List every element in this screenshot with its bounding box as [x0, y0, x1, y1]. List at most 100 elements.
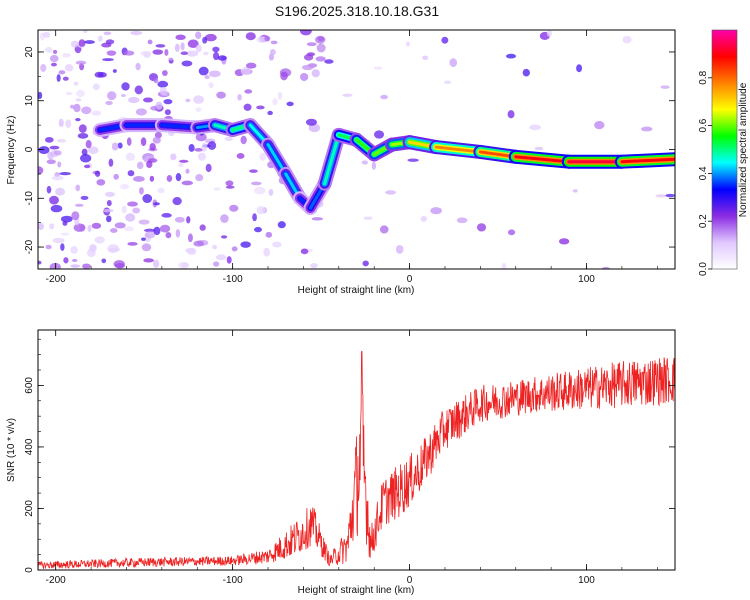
spectrogram-speckle: [476, 223, 487, 232]
spectrogram-speckle: [53, 150, 62, 156]
spectrogram-speckle: [660, 85, 670, 89]
spectrogram-speckle: [38, 91, 43, 100]
spectrogram-speckle: [75, 98, 82, 102]
spectrogram-speckle: [193, 95, 205, 104]
spectrogram-speckle: [157, 80, 169, 88]
snr-xlabel: Height of straight line (km): [298, 585, 415, 596]
spectrogram-speckle: [106, 50, 117, 56]
spectrogram-speckle: [105, 215, 112, 223]
spectrogram-speckle: [75, 60, 87, 65]
spectrogram-speckle: [420, 215, 428, 222]
spectrogram-speckle: [152, 259, 160, 268]
spectrogram-speckle: [49, 195, 59, 205]
spectrogram-speckle: [641, 126, 653, 132]
spectrogram-speckle: [301, 64, 314, 71]
spectrogram-speckle: [236, 153, 245, 159]
spectrogram-speckle: [188, 143, 195, 152]
spectrogram-speckle: [277, 221, 286, 229]
spectrogram-speckle: [449, 58, 458, 68]
spectrogram-speckle: [60, 243, 65, 251]
spectrogram-speckle: [123, 50, 135, 56]
spectrogram-speckle: [215, 254, 227, 261]
snr-ylabel: SNR (10 * v/v): [6, 418, 17, 482]
spectrogram-speckle: [127, 201, 138, 207]
spectrogram-ridge-segment: [323, 133, 341, 186]
spectrogram-ridge: [92, 118, 675, 216]
snr-series-line: [38, 351, 675, 569]
spectrogram-speckle: [237, 93, 242, 101]
spectrogram-speckle: [224, 136, 233, 142]
spectrogram-speckle: [49, 262, 61, 269]
spectrogram-speckle: [85, 140, 92, 149]
spectrogram-speckle: [264, 35, 271, 42]
spectrogram-speckle: [143, 228, 156, 233]
spectrogram-speckle: [576, 64, 583, 73]
spectrogram-speckle: [52, 49, 58, 55]
spectrogram-speckle: [140, 137, 147, 147]
spectrogram-speckle: [161, 213, 172, 218]
spectrogram-speckle: [87, 224, 92, 232]
spectrogram-speckle: [42, 31, 51, 38]
spectrogram-speckle: [134, 85, 143, 95]
spectrogram-speckle: [256, 105, 265, 110]
spectrogram-speckle: [220, 235, 228, 239]
spectrogram-speckle: [270, 49, 276, 56]
spectrogram-speckle: [146, 160, 153, 169]
spectrogram-speckle: [62, 52, 71, 58]
spectrogram-speckle: [243, 103, 252, 111]
spectrogram-speckle: [187, 233, 193, 243]
spectrogram-speckle: [82, 263, 91, 269]
spectrogram-speckle: [49, 54, 59, 63]
spectrogram-speckle: [75, 184, 81, 192]
spectrogram-speckle: [152, 49, 164, 55]
spectrogram-speckle: [395, 245, 404, 254]
spectrogram-speckle: [363, 216, 373, 220]
x-tick-label: -100: [223, 274, 243, 285]
spectrogram-speckle: [195, 173, 204, 182]
spectrogram-speckle: [135, 62, 141, 71]
spectrogram-speckle: [47, 151, 54, 160]
spectrogram-speckle: [245, 62, 257, 69]
spectrogram-speckle: [185, 98, 191, 103]
spectrogram-speckle: [120, 183, 129, 190]
spectrogram-speckle: [594, 121, 605, 130]
y-tick-label: 400: [24, 438, 35, 455]
spectrogram-speckle: [139, 187, 144, 195]
colorbar-ticks: 0.0 0.2 0.4 0.6 0.8: [698, 70, 712, 276]
spectrogram-speckle: [141, 237, 146, 241]
y-tick-label: -20: [24, 239, 35, 254]
spectrogram-speckle: [172, 197, 182, 206]
spectrogram-speckle: [252, 213, 257, 222]
spectrogram-speckle: [212, 244, 218, 250]
spectrogram-speckle: [280, 71, 288, 81]
spectrogram-speckle: [75, 117, 81, 122]
spectrogram-speckle: [127, 241, 138, 246]
spectrogram-speckle: [371, 161, 377, 170]
spectrogram-speckle: [91, 110, 102, 116]
spectrogram-speckle: [103, 31, 112, 36]
y-tick-label: 200: [24, 500, 35, 517]
spectrogram-speckle: [58, 118, 64, 128]
spectrogram-speckle: [249, 169, 258, 173]
spectrogram-speckle: [311, 217, 324, 221]
spectrogram-speckle: [117, 142, 123, 149]
spectrogram-speckle: [216, 91, 226, 99]
spectrogram-speckle: [186, 216, 191, 224]
spectrogram-speckle: [443, 80, 452, 85]
spectrogram-speckle: [108, 158, 114, 167]
spectrogram-speckle: [162, 70, 168, 76]
spectrogram-speckle: [51, 175, 64, 181]
spectrogram-speckle: [143, 97, 153, 103]
spectrogram-speckle: [244, 89, 253, 94]
spectrogram-speckle: [361, 160, 368, 165]
spectrogram-speckle: [213, 261, 220, 267]
spectrogram-speckle: [267, 110, 273, 116]
spectrogram-speckle: [87, 248, 96, 258]
spectrogram-speckle: [127, 96, 140, 104]
spectrogram-speckle: [175, 173, 182, 182]
spectrogram-speckle: [601, 266, 610, 269]
spectrogram-speckle: [208, 82, 214, 89]
spectrogram-speckle: [665, 193, 675, 198]
spectrogram-speckle: [78, 39, 86, 47]
